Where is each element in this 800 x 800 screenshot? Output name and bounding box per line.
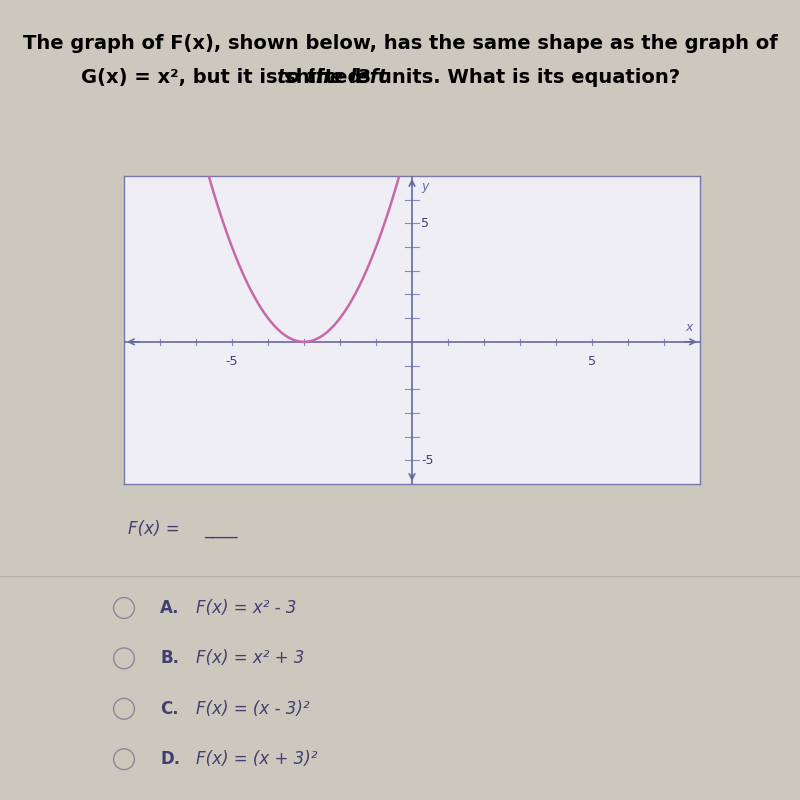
Text: F(x) = (x + 3)²: F(x) = (x + 3)²	[196, 750, 318, 768]
Text: -5: -5	[421, 454, 434, 467]
Text: G(x) = x², but it is shifted to the left 3 units. What is its equation?: G(x) = x², but it is shifted to the left…	[37, 68, 763, 87]
Text: F(x) = (x - 3)²: F(x) = (x - 3)²	[196, 700, 310, 718]
Text: F(x) = x² - 3: F(x) = x² - 3	[196, 599, 297, 617]
Text: 3 units. What is its equation?: 3 units. What is its equation?	[351, 68, 680, 87]
Text: G(x) = x², but it is shifted: G(x) = x², but it is shifted	[81, 68, 368, 87]
Text: 5: 5	[588, 355, 596, 368]
Text: F(x) =: F(x) =	[128, 520, 185, 538]
Text: B.: B.	[160, 650, 179, 667]
Text: D.: D.	[160, 750, 180, 768]
Text: to the left: to the left	[277, 68, 387, 87]
Text: The graph of F(x), shown below, has the same shape as the graph of: The graph of F(x), shown below, has the …	[22, 34, 778, 53]
Text: A.: A.	[160, 599, 179, 617]
Text: -5: -5	[226, 355, 238, 368]
Text: x: x	[686, 321, 693, 334]
Text: C.: C.	[160, 700, 178, 718]
Text: 5: 5	[421, 217, 429, 230]
Text: y: y	[421, 179, 428, 193]
Text: ____: ____	[204, 520, 238, 538]
Text: F(x) = x² + 3: F(x) = x² + 3	[196, 650, 304, 667]
